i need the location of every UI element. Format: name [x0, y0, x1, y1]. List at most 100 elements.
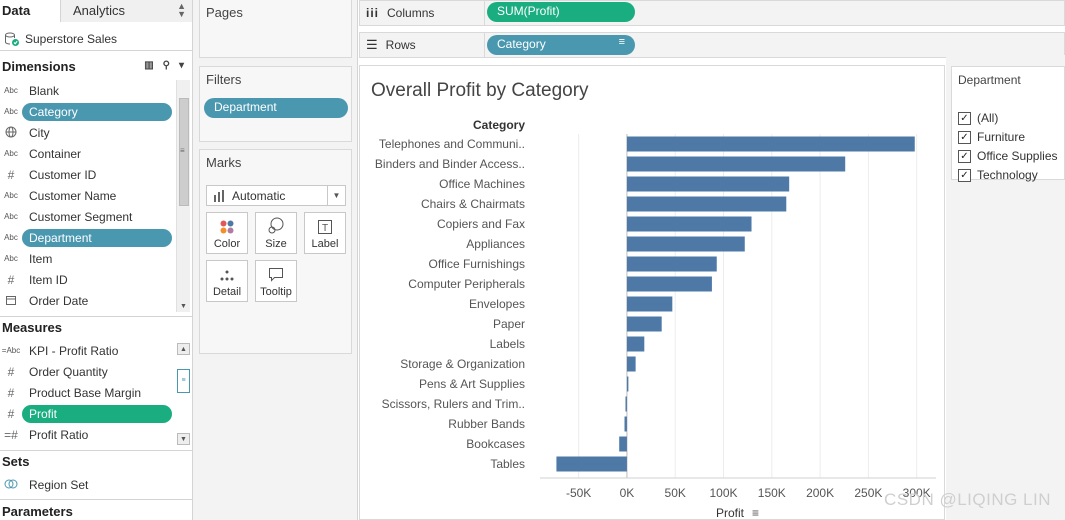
field-item[interactable]: City [0, 122, 176, 143]
field-item[interactable]: Abc Blank [0, 80, 176, 101]
category-tick-label[interactable]: Telephones and Communi.. [379, 137, 525, 151]
bar[interactable] [626, 136, 915, 152]
chevron-down-icon[interactable]: ▼ [327, 186, 345, 205]
tab-data[interactable]: Data [0, 0, 60, 22]
quick-filter-item[interactable]: ✓ Technology [958, 167, 1038, 183]
columns-shelf[interactable]: iii Columns SUM(Profit) [359, 0, 1065, 26]
category-tick-label[interactable]: Paper [493, 317, 525, 331]
category-tick-label[interactable]: Office Machines [439, 177, 525, 191]
dimensions-scrollbar[interactable]: ≡ ▼ [176, 80, 190, 312]
bar[interactable] [626, 176, 790, 192]
category-tick-label[interactable]: Envelopes [469, 297, 525, 311]
category-tick-label[interactable]: Pens & Art Supplies [419, 377, 525, 391]
category-tick-label[interactable]: Chairs & Chairmats [421, 197, 525, 211]
field-item[interactable]: Abc Department [0, 227, 176, 248]
scroll-thumb-icon[interactable]: ≡ [177, 369, 190, 393]
field-item[interactable]: Abc Customer Name [0, 185, 176, 206]
scroll-down-icon[interactable]: ▼ [177, 433, 190, 445]
rows-shelf[interactable]: ☰ Rows Category ≡ [359, 32, 1065, 58]
filter-pill-department[interactable]: Department [204, 98, 348, 118]
bar[interactable] [626, 216, 752, 232]
tooltip-button[interactable]: Tooltip [255, 260, 297, 302]
field-item[interactable]: # Customer ID [0, 164, 176, 185]
filters-card[interactable]: Filters Department [199, 66, 352, 142]
category-tick-label[interactable]: Storage & Organization [400, 357, 525, 371]
field-item[interactable]: =Abc KPI - Profit Ratio [0, 340, 176, 361]
checkbox-checked-icon[interactable]: ✓ [958, 168, 971, 182]
columns-pill-sum-profit[interactable]: SUM(Profit) [487, 2, 635, 22]
x-axis-title[interactable]: Profit ≡ [716, 506, 759, 520]
rows-pill-category[interactable]: Category ≡ [487, 35, 635, 55]
field-item[interactable]: Region Set [0, 474, 176, 495]
datasource-item[interactable]: Superstore Sales [0, 27, 192, 51]
detail-button[interactable]: Detail [206, 260, 248, 302]
sort-icon[interactable]: ≡ [752, 506, 760, 520]
sort-descending-icon[interactable]: ≡ [618, 36, 625, 48]
category-tick-label[interactable]: Bookcases [466, 437, 525, 451]
bar[interactable] [626, 336, 645, 352]
category-tick-label[interactable]: Binders and Binder Access.. [375, 157, 525, 171]
view-data-icon[interactable]: ▥ [144, 60, 154, 71]
scroll-thumb[interactable] [179, 98, 189, 206]
quick-filter-item[interactable]: ✓ Furniture [958, 129, 1025, 145]
category-tick-label[interactable]: Copiers and Fax [437, 217, 525, 231]
field-name: KPI - Profit Ratio [29, 343, 119, 358]
bar[interactable] [626, 316, 662, 332]
category-tick-label[interactable]: Rubber Bands [448, 417, 525, 431]
bar[interactable] [556, 456, 627, 472]
search-icon[interactable]: ⚲ [162, 60, 170, 71]
field-item[interactable]: Order Date [0, 290, 176, 311]
bar[interactable] [626, 156, 846, 172]
field-item[interactable]: Abc Category [0, 101, 176, 122]
tab-analytics[interactable]: Analytics ▲ ▼ [60, 0, 192, 22]
row-header-category[interactable]: Category [472, 118, 525, 132]
field-item[interactable]: # Product Base Margin [0, 382, 176, 403]
scroll-up-icon[interactable]: ▲ [177, 343, 190, 355]
quick-filter-item-label: Furniture [977, 130, 1026, 144]
bar[interactable] [626, 196, 787, 212]
checkbox-checked-icon[interactable]: ✓ [958, 130, 971, 144]
bar[interactable] [626, 356, 636, 372]
category-tick-label[interactable]: Scissors, Rulers and Trim.. [382, 397, 525, 411]
x-tick-label: -50K [566, 486, 591, 500]
measures-scrollbar[interactable]: ▲ ≡ ▼ [176, 341, 190, 447]
dropdown-icon[interactable]: ▾ [178, 60, 184, 71]
label-button[interactable]: T Label [304, 212, 346, 254]
category-tick-label[interactable]: Appliances [466, 237, 525, 251]
bar[interactable] [626, 256, 717, 272]
bar[interactable] [626, 376, 629, 392]
size-button[interactable]: Size [255, 212, 297, 254]
field-item[interactable]: Abc Container [0, 143, 176, 164]
field-item[interactable]: # Item ID [0, 269, 176, 290]
field-item[interactable]: # Profit [0, 403, 176, 424]
bar[interactable] [626, 276, 712, 292]
quick-filter-item[interactable]: ✓ (All) [958, 110, 998, 126]
mark-type-select[interactable]: Automatic ▼ [206, 185, 346, 206]
checkbox-checked-icon[interactable]: ✓ [958, 149, 971, 163]
bar[interactable] [626, 296, 673, 312]
field-item[interactable]: Abc Item [0, 248, 176, 269]
category-tick-label[interactable]: Labels [490, 337, 525, 351]
bar[interactable] [619, 436, 627, 452]
field-item[interactable]: Abc Customer Segment [0, 206, 176, 227]
bar[interactable] [625, 396, 627, 412]
field-item[interactable]: # Order Quantity [0, 361, 176, 382]
string-icon: Abc [4, 149, 18, 158]
quick-filter-item[interactable]: ✓ Office Supplies [958, 148, 1058, 164]
category-tick-label[interactable]: Tables [490, 457, 525, 471]
category-tick-label[interactable]: Computer Peripherals [408, 277, 525, 291]
label-icon: T [318, 220, 332, 234]
x-tick-label: 250K [854, 486, 882, 500]
tab-scroll-arrows-icon[interactable]: ▲ ▼ [177, 1, 186, 19]
bar[interactable] [626, 236, 745, 252]
pages-card[interactable]: Pages [199, 0, 352, 58]
columns-label: Columns [387, 6, 435, 20]
category-tick-label[interactable]: Office Furnishings [429, 257, 526, 271]
string-icon: Abc [4, 254, 18, 263]
checkbox-checked-icon[interactable]: ✓ [958, 111, 971, 125]
scroll-down-icon[interactable]: ▼ [180, 303, 187, 310]
bar[interactable] [624, 416, 627, 432]
field-item[interactable]: =# Profit Ratio [0, 424, 176, 445]
color-button[interactable]: Color [206, 212, 248, 254]
columns-shelf-label: iii Columns [360, 1, 485, 25]
